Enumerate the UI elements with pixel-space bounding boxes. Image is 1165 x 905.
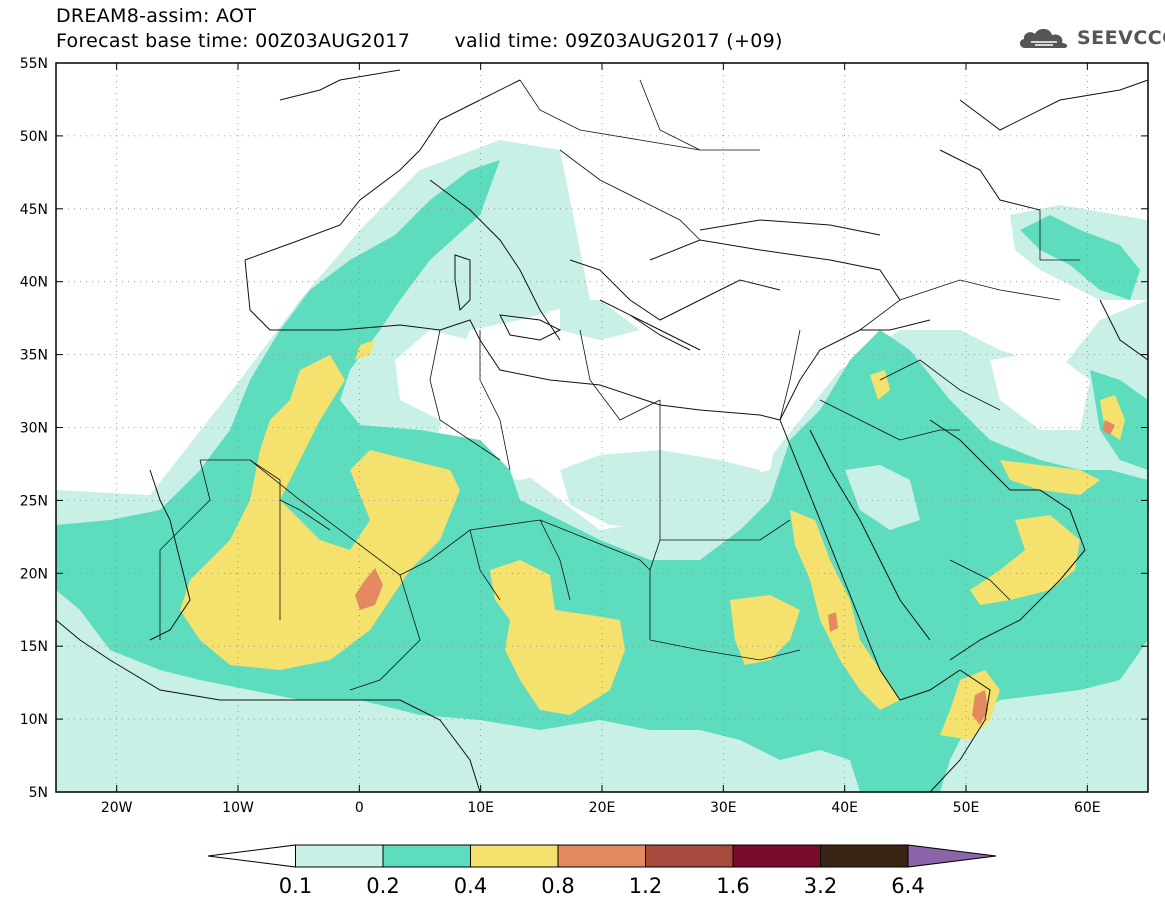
lon-label: 20W bbox=[101, 800, 133, 816]
aot-level-0.4-sudan bbox=[730, 595, 800, 665]
aot-level-0.4-oman bbox=[970, 515, 1080, 605]
axis-ticks bbox=[56, 62, 1148, 793]
colorbar-swatch bbox=[295, 844, 384, 868]
aot-clear-gulf bbox=[990, 350, 1090, 430]
colorbar-swatch bbox=[470, 844, 559, 868]
coastlines bbox=[56, 69, 1148, 792]
lon-label: 0 bbox=[355, 800, 364, 816]
lat-label: 40N bbox=[20, 275, 48, 291]
lat-label: 10N bbox=[20, 712, 48, 728]
lon-label: 30E bbox=[710, 800, 737, 816]
lon-label: 40E bbox=[831, 800, 858, 816]
latitude-labels: 55N 50N 45N 40N 35N 30N 25N 20N 15N 10N 5N bbox=[20, 56, 48, 801]
lat-label: 20N bbox=[20, 566, 48, 582]
aot-level-0.2-caspian bbox=[1020, 215, 1140, 300]
aot-level-0.4-west-sahara bbox=[180, 355, 460, 670]
aot-level-0.8-redsea bbox=[828, 612, 838, 632]
colorbar-arrow-high bbox=[907, 844, 997, 868]
colorbar-label: 6.4 bbox=[891, 874, 924, 898]
lon-label: 60E bbox=[1074, 800, 1101, 816]
aot-level-0.8-somalia bbox=[972, 690, 988, 725]
colorbar-swatch bbox=[820, 844, 909, 868]
lat-label: 30N bbox=[20, 421, 48, 437]
colorbar-label: 0.8 bbox=[541, 874, 574, 898]
colorbar-label: 0.4 bbox=[454, 874, 487, 898]
logo-text: SEEVCCC bbox=[1077, 27, 1165, 49]
aot-clear-arabia bbox=[845, 465, 920, 530]
lat-label: 55N bbox=[20, 56, 48, 72]
seevccc-logo: SEEVCCC bbox=[1017, 24, 1165, 52]
colorbar-label: 1.2 bbox=[629, 874, 662, 898]
lat-label: 25N bbox=[20, 493, 48, 509]
aot-field bbox=[56, 69, 1148, 792]
lon-label: 10E bbox=[467, 800, 494, 816]
map-title: DREAM8-assim: AOT bbox=[56, 5, 257, 27]
lat-label: 5N bbox=[29, 785, 48, 801]
valid-time: valid time: 09Z03AUG2017 (+09) bbox=[454, 30, 783, 52]
colorbar-swatch bbox=[732, 844, 821, 868]
aot-level-0.4-somalia bbox=[940, 670, 1000, 740]
colorbar-label: 3.2 bbox=[804, 874, 837, 898]
forecast-base-time: Forecast base time: 00Z03AUG2017 bbox=[56, 30, 411, 52]
longitude-labels: 20W 10W 0 10E 20E 30E 40E 50E 60E bbox=[101, 800, 1101, 816]
colorbar-label: 0.2 bbox=[366, 874, 399, 898]
colorbar-swatch bbox=[557, 844, 646, 868]
aot-level-0.4-gulf bbox=[1000, 460, 1100, 495]
country-borders bbox=[159, 79, 1080, 691]
lat-label: 15N bbox=[20, 639, 48, 655]
aot-level-0.8-mali bbox=[355, 568, 383, 610]
colorbar-swatch bbox=[382, 844, 471, 868]
lon-label: 10W bbox=[222, 800, 254, 816]
colorbar-arrow-low bbox=[207, 844, 296, 868]
colorbar-labels: 0.1 0.2 0.4 0.8 1.2 1.6 3.2 6.4 bbox=[279, 874, 925, 898]
colorbar-label: 1.6 bbox=[716, 874, 749, 898]
aot-level-0.4-chad bbox=[490, 560, 625, 715]
lon-label: 50E bbox=[953, 800, 980, 816]
lon-label: 20E bbox=[589, 800, 616, 816]
time-info: Forecast base time: 00Z03AUG2017 valid t… bbox=[56, 31, 783, 51]
cloud-icon bbox=[1019, 28, 1068, 48]
aot-level-0.4-algeria bbox=[355, 340, 375, 360]
colorbar-label: 0.1 bbox=[279, 874, 312, 898]
aot-level-0.8-iran bbox=[1102, 420, 1115, 435]
lat-label: 45N bbox=[20, 202, 48, 218]
gridlines bbox=[56, 63, 1148, 792]
colorbar-swatch bbox=[645, 844, 734, 868]
colorbar bbox=[207, 844, 997, 868]
lat-label: 35N bbox=[20, 348, 48, 364]
lat-label: 50N bbox=[20, 129, 48, 145]
